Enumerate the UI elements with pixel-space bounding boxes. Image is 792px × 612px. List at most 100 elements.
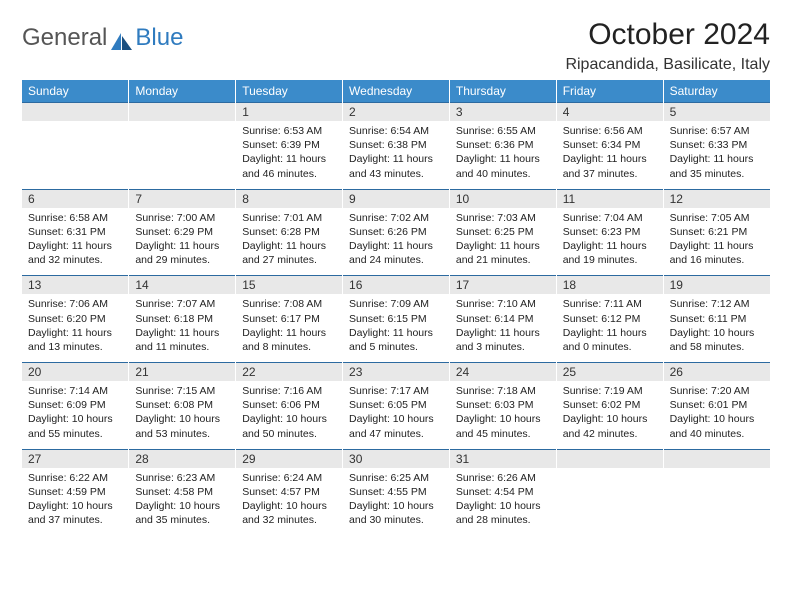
day-info-line: Daylight: 10 hours and 47 minutes. (349, 412, 443, 440)
day-number-cell: 26 (663, 363, 770, 382)
day-info-line: Sunset: 6:28 PM (242, 225, 336, 239)
day-header: Friday (556, 80, 663, 103)
day-info-line: Daylight: 10 hours and 32 minutes. (242, 499, 336, 527)
day-info-line: Sunrise: 7:04 AM (563, 211, 657, 225)
day-content-row: Sunrise: 7:14 AMSunset: 6:09 PMDaylight:… (22, 381, 770, 449)
calendar-body: 12345Sunrise: 6:53 AMSunset: 6:39 PMDayl… (22, 103, 770, 536)
day-content-cell: Sunrise: 6:25 AMSunset: 4:55 PMDaylight:… (343, 468, 450, 536)
day-info-line: Daylight: 11 hours and 19 minutes. (563, 239, 657, 267)
day-info-line: Daylight: 11 hours and 32 minutes. (28, 239, 122, 267)
day-info-line: Sunrise: 7:15 AM (135, 384, 229, 398)
day-info-line: Daylight: 11 hours and 5 minutes. (349, 326, 443, 354)
day-content-cell: Sunrise: 7:15 AMSunset: 6:08 PMDaylight:… (129, 381, 236, 449)
day-number-cell: 16 (343, 276, 450, 295)
day-info-line: Sunrise: 6:55 AM (456, 124, 550, 138)
day-content-cell: Sunrise: 7:08 AMSunset: 6:17 PMDaylight:… (236, 294, 343, 362)
day-number-cell: 29 (236, 449, 343, 468)
day-info-line: Sunset: 6:15 PM (349, 312, 443, 326)
day-info-line: Sunset: 6:18 PM (135, 312, 229, 326)
day-content-cell: Sunrise: 7:20 AMSunset: 6:01 PMDaylight:… (663, 381, 770, 449)
day-info-line: Daylight: 10 hours and 37 minutes. (28, 499, 122, 527)
day-info-line: Daylight: 11 hours and 27 minutes. (242, 239, 336, 267)
day-content-cell: Sunrise: 6:24 AMSunset: 4:57 PMDaylight:… (236, 468, 343, 536)
brand-logo: General Blue (22, 24, 183, 52)
day-info-line: Sunrise: 6:23 AM (135, 471, 229, 485)
day-info-line: Daylight: 11 hours and 16 minutes. (670, 239, 764, 267)
day-info-line: Sunrise: 6:24 AM (242, 471, 336, 485)
day-number-cell: 10 (449, 189, 556, 208)
day-number-cell: 7 (129, 189, 236, 208)
day-info-line: Sunrise: 7:05 AM (670, 211, 764, 225)
day-content-cell: Sunrise: 6:58 AMSunset: 6:31 PMDaylight:… (22, 208, 129, 276)
day-info-line: Daylight: 11 hours and 46 minutes. (242, 152, 336, 180)
day-number-cell: 22 (236, 363, 343, 382)
daynum-row: 6789101112 (22, 189, 770, 208)
day-content-cell: Sunrise: 7:17 AMSunset: 6:05 PMDaylight:… (343, 381, 450, 449)
day-content-cell: Sunrise: 6:57 AMSunset: 6:33 PMDaylight:… (663, 121, 770, 189)
day-content-cell: Sunrise: 6:23 AMSunset: 4:58 PMDaylight:… (129, 468, 236, 536)
day-number-cell: 23 (343, 363, 450, 382)
day-info-line: Sunrise: 7:16 AM (242, 384, 336, 398)
day-info-line: Sunset: 6:36 PM (456, 138, 550, 152)
day-info-line: Daylight: 10 hours and 55 minutes. (28, 412, 122, 440)
day-info-line: Daylight: 11 hours and 13 minutes. (28, 326, 122, 354)
day-info-line: Sunset: 6:31 PM (28, 225, 122, 239)
day-number-cell: 2 (343, 103, 450, 122)
day-info-line: Daylight: 10 hours and 50 minutes. (242, 412, 336, 440)
day-info-line: Daylight: 11 hours and 8 minutes. (242, 326, 336, 354)
title-block: October 2024 Ripacandida, Basilicate, It… (565, 18, 770, 74)
month-title: October 2024 (565, 18, 770, 52)
day-info-line: Sunset: 6:06 PM (242, 398, 336, 412)
day-info-line: Sunrise: 6:54 AM (349, 124, 443, 138)
day-number-cell: 4 (556, 103, 663, 122)
brand-part2: Blue (135, 24, 183, 52)
day-info-line: Sunrise: 7:00 AM (135, 211, 229, 225)
day-info-line: Sunset: 6:14 PM (456, 312, 550, 326)
day-content-row: Sunrise: 6:58 AMSunset: 6:31 PMDaylight:… (22, 208, 770, 276)
day-info-line: Daylight: 10 hours and 58 minutes. (670, 326, 764, 354)
day-number-cell: 17 (449, 276, 556, 295)
day-content-cell: Sunrise: 7:06 AMSunset: 6:20 PMDaylight:… (22, 294, 129, 362)
calendar-page: General Blue October 2024 Ripacandida, B… (0, 0, 792, 553)
day-number-cell: 15 (236, 276, 343, 295)
day-number-cell: 9 (343, 189, 450, 208)
day-info-line: Sunrise: 7:03 AM (456, 211, 550, 225)
daynum-row: 20212223242526 (22, 363, 770, 382)
day-info-line: Sunset: 4:57 PM (242, 485, 336, 499)
day-number-cell: 25 (556, 363, 663, 382)
calendar-table: Sunday Monday Tuesday Wednesday Thursday… (22, 80, 770, 535)
day-info-line: Sunrise: 7:09 AM (349, 297, 443, 311)
day-info-line: Sunrise: 7:01 AM (242, 211, 336, 225)
day-content-cell: Sunrise: 7:01 AMSunset: 6:28 PMDaylight:… (236, 208, 343, 276)
day-info-line: Sunset: 4:55 PM (349, 485, 443, 499)
day-content-cell: Sunrise: 6:53 AMSunset: 6:39 PMDaylight:… (236, 121, 343, 189)
day-info-line: Sunrise: 7:18 AM (456, 384, 550, 398)
day-number-cell: 14 (129, 276, 236, 295)
day-number-cell: 3 (449, 103, 556, 122)
day-header-row: Sunday Monday Tuesday Wednesday Thursday… (22, 80, 770, 103)
day-content-cell: Sunrise: 7:07 AMSunset: 6:18 PMDaylight:… (129, 294, 236, 362)
day-info-line: Sunrise: 7:14 AM (28, 384, 122, 398)
day-header: Thursday (449, 80, 556, 103)
day-header: Tuesday (236, 80, 343, 103)
day-info-line: Sunset: 6:02 PM (563, 398, 657, 412)
day-info-line: Daylight: 11 hours and 35 minutes. (670, 152, 764, 180)
day-content-cell: Sunrise: 7:04 AMSunset: 6:23 PMDaylight:… (556, 208, 663, 276)
day-info-line: Sunrise: 7:08 AM (242, 297, 336, 311)
day-info-line: Sunrise: 7:19 AM (563, 384, 657, 398)
day-info-line: Daylight: 10 hours and 35 minutes. (135, 499, 229, 527)
day-info-line: Sunrise: 7:20 AM (670, 384, 764, 398)
day-info-line: Sunrise: 7:10 AM (456, 297, 550, 311)
day-content-cell (129, 121, 236, 189)
day-content-cell: Sunrise: 6:54 AMSunset: 6:38 PMDaylight:… (343, 121, 450, 189)
day-content-cell: Sunrise: 7:09 AMSunset: 6:15 PMDaylight:… (343, 294, 450, 362)
day-info-line: Daylight: 11 hours and 37 minutes. (563, 152, 657, 180)
day-content-cell: Sunrise: 6:56 AMSunset: 6:34 PMDaylight:… (556, 121, 663, 189)
day-content-cell: Sunrise: 6:55 AMSunset: 6:36 PMDaylight:… (449, 121, 556, 189)
day-info-line: Sunset: 4:59 PM (28, 485, 122, 499)
day-content-row: Sunrise: 6:22 AMSunset: 4:59 PMDaylight:… (22, 468, 770, 536)
day-number-cell (22, 103, 129, 122)
day-content-cell (22, 121, 129, 189)
day-number-cell (129, 103, 236, 122)
day-number-cell: 18 (556, 276, 663, 295)
